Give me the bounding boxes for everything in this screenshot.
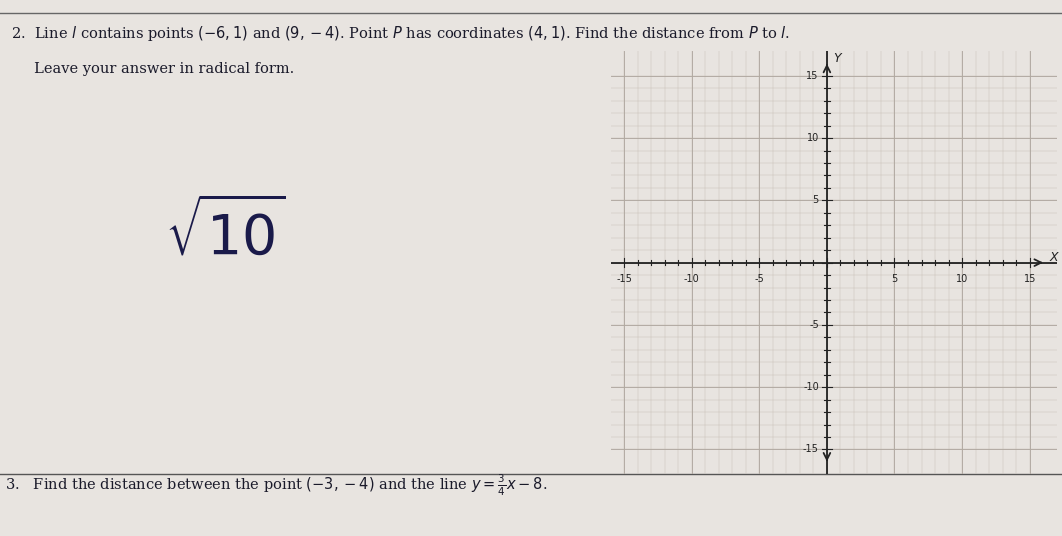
Text: -15: -15 [616, 274, 632, 284]
Text: -10: -10 [803, 382, 819, 392]
Text: 5: 5 [812, 195, 819, 205]
Text: 15: 15 [1024, 274, 1035, 284]
Text: Y: Y [834, 52, 841, 65]
Text: $\sqrt{10}$: $\sqrt{10}$ [165, 200, 286, 266]
Text: 2.  Line $l$ contains points $(-6, 1)$ and $(9, -4)$. Point $P$ has coordinates : 2. Line $l$ contains points $(-6, 1)$ an… [11, 24, 790, 43]
Text: 3.   Find the distance between the point $(-3,-4)$ and the line $y = \frac{3}{4}: 3. Find the distance between the point $… [5, 472, 548, 498]
Text: -5: -5 [809, 320, 819, 330]
Text: -10: -10 [684, 274, 700, 284]
Text: -15: -15 [803, 444, 819, 455]
Text: -5: -5 [754, 274, 765, 284]
Text: X: X [1050, 251, 1059, 264]
Text: 10: 10 [806, 133, 819, 143]
Text: 10: 10 [956, 274, 969, 284]
Text: 5: 5 [891, 274, 897, 284]
Text: Leave your answer in radical form.: Leave your answer in radical form. [11, 62, 294, 76]
Text: 15: 15 [806, 71, 819, 81]
